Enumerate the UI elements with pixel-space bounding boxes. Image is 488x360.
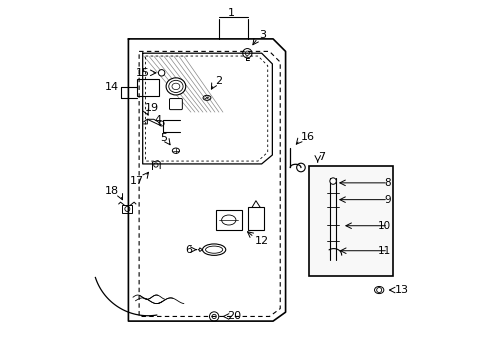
Circle shape xyxy=(158,69,164,76)
Circle shape xyxy=(329,178,336,184)
Text: 9: 9 xyxy=(384,195,390,204)
FancyBboxPatch shape xyxy=(169,99,182,110)
Text: 11: 11 xyxy=(377,246,390,256)
Text: 6: 6 xyxy=(185,245,192,255)
Text: 1: 1 xyxy=(227,8,234,18)
Ellipse shape xyxy=(166,78,185,95)
Text: 8: 8 xyxy=(384,178,390,188)
Bar xyxy=(137,79,159,96)
Circle shape xyxy=(296,163,305,172)
Text: 17: 17 xyxy=(129,176,143,186)
Text: 18: 18 xyxy=(104,186,119,197)
Text: 19: 19 xyxy=(144,103,158,113)
Text: 12: 12 xyxy=(255,237,269,247)
Text: 14: 14 xyxy=(104,82,119,92)
Bar xyxy=(122,205,132,213)
Bar xyxy=(216,210,241,230)
Ellipse shape xyxy=(172,148,179,153)
Circle shape xyxy=(209,312,218,321)
Bar xyxy=(308,166,392,276)
Text: 7: 7 xyxy=(317,152,324,162)
Text: 3: 3 xyxy=(258,30,265,40)
Ellipse shape xyxy=(202,244,225,255)
Text: 15: 15 xyxy=(136,68,149,78)
Text: 16: 16 xyxy=(300,132,314,142)
Ellipse shape xyxy=(374,287,383,294)
Bar xyxy=(247,207,264,230)
Text: 4: 4 xyxy=(154,115,162,125)
Text: 2: 2 xyxy=(215,76,222,86)
Text: 20: 20 xyxy=(226,311,240,321)
Text: 5: 5 xyxy=(160,133,166,143)
Text: 10: 10 xyxy=(377,221,390,231)
Text: 13: 13 xyxy=(394,285,407,295)
